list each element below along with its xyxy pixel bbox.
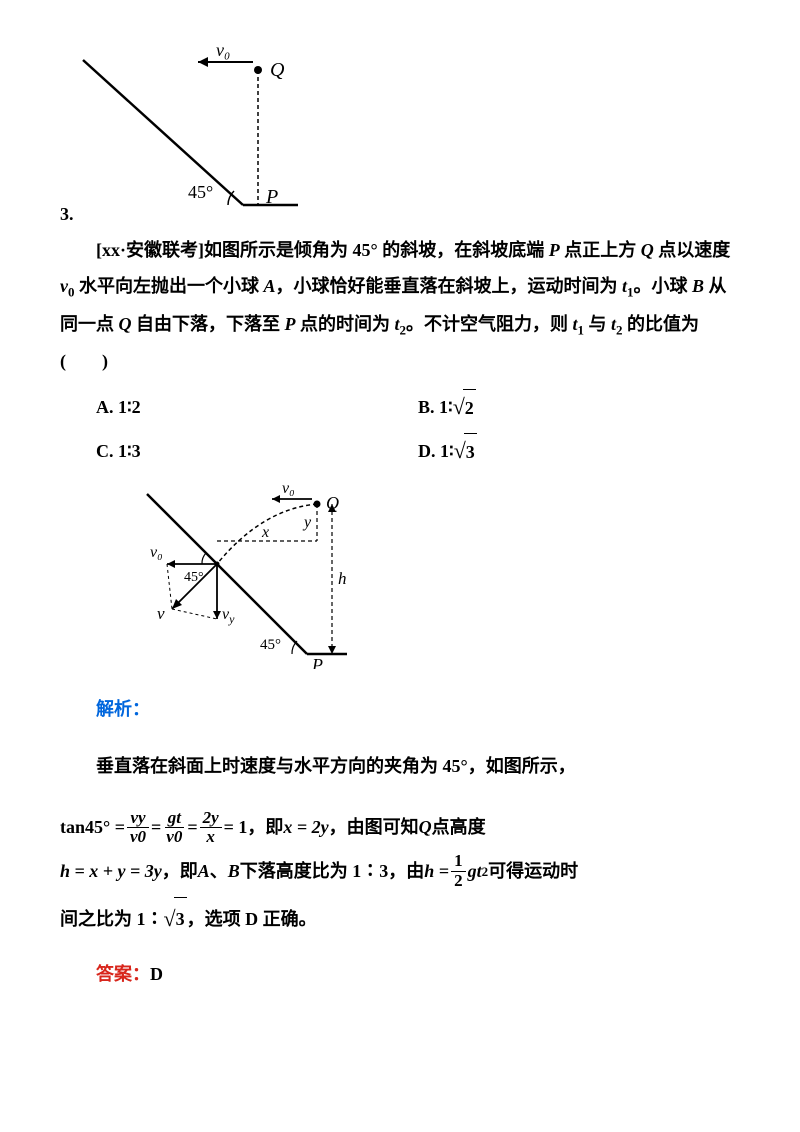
- solution-line1: 垂直落在斜面上时速度与水平方向的夹角为 45°，如图所示，: [60, 745, 740, 788]
- fig1-v0-label: v₀: [216, 40, 230, 60]
- choices: A. 1∶2 B. 1∶ √2 C. 1∶3 D. 1∶ √3: [96, 385, 740, 473]
- figure1-row: 3. Q v₀ 45° P: [60, 40, 740, 232]
- solution-line4: 间之比为 1∶ √3 ，选项 D 正确。: [60, 893, 740, 946]
- frac-half: 12: [451, 852, 466, 890]
- svg-text:v₀: v₀: [150, 544, 163, 561]
- svg-text:vy: vy: [222, 606, 235, 626]
- question-number: 3.: [60, 196, 74, 232]
- question-text: [xx·安徽联考]如图所示是倾角为 45° 的斜坡，在斜坡底端 P 点正上方 Q…: [60, 232, 740, 379]
- answer: 答案：D: [60, 956, 740, 992]
- solution-label: 解析：: [60, 691, 740, 727]
- fig1-Q-label: Q: [270, 59, 285, 81]
- svg-text:x: x: [261, 524, 269, 541]
- sqrt-icon: √3: [164, 893, 187, 946]
- sqrt-icon: √2: [453, 385, 476, 429]
- solution-line3: h = x + y = 3y ，即 A 、 B 下落高度比为 1∶3，由 h =…: [60, 850, 740, 893]
- svg-text:v₀: v₀: [282, 480, 295, 497]
- choice-B: B. 1∶ √2: [418, 385, 740, 429]
- svg-text:v: v: [157, 604, 165, 623]
- choice-D: D. 1∶ √3: [418, 429, 740, 473]
- fig1-angle-label: 45°: [188, 182, 213, 202]
- equation-line: tan45° = vyv0 = gtv0 = 2yx = 1，即 x = 2y …: [60, 806, 740, 849]
- svg-text:y: y: [302, 514, 312, 531]
- frac-2y-x: 2yx: [200, 809, 222, 847]
- question-source: [xx·安徽联考]: [96, 240, 204, 260]
- svg-text:h: h: [338, 569, 347, 588]
- sqrt-icon: √3: [454, 429, 477, 473]
- svg-text:45°: 45°: [260, 637, 281, 653]
- figure1: Q v₀ 45° P: [78, 40, 308, 232]
- frac-gt-v0: gtv0: [163, 809, 185, 847]
- choice-A: A. 1∶2: [96, 385, 418, 429]
- choice-C: C. 1∶3: [96, 429, 418, 473]
- svg-text:P: P: [311, 655, 323, 669]
- frac-vy-v0: vyv0: [127, 809, 149, 847]
- figure2-row: Q v₀ h x y v₀ 45°: [60, 479, 740, 681]
- fig1-P-label: P: [265, 186, 278, 208]
- figure2: Q v₀ h x y v₀ 45°: [96, 479, 362, 681]
- svg-text:45°: 45°: [184, 570, 204, 585]
